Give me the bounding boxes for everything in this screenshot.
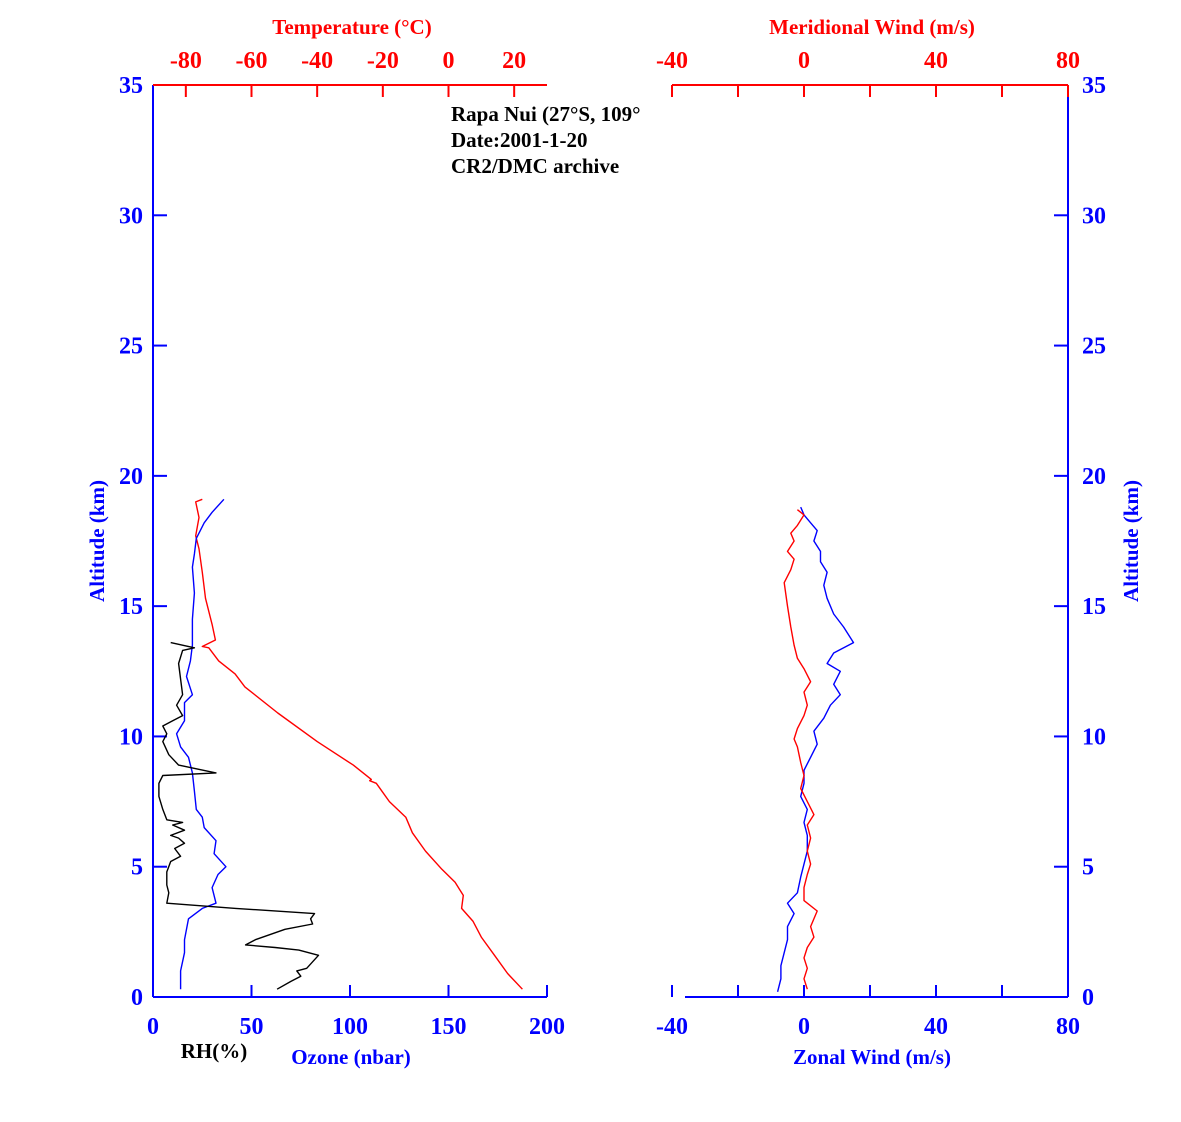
- left-bottom-tick-label: 100: [332, 1014, 368, 1040]
- left-altitude-tick-label: 35: [119, 73, 143, 99]
- left-top-tick-label: -60: [236, 48, 268, 74]
- right-altitude-tick-label: 20: [1082, 464, 1106, 490]
- rh-axis-label: RH(%): [181, 1039, 248, 1063]
- left-bottom-tick-label: 150: [431, 1014, 467, 1040]
- right-top-tick-label: 40: [924, 48, 948, 74]
- right-top-tick-label: 80: [1056, 48, 1080, 74]
- left-altitude-tick-label: 25: [119, 334, 143, 360]
- zonal-wind-axis-label: Zonal Wind (m/s): [793, 1045, 951, 1069]
- right-altitude-tick-label: 15: [1082, 594, 1106, 620]
- right-bottom-tick-label: -40: [656, 1014, 688, 1040]
- right-bottom-tick-label: 0: [798, 1014, 810, 1040]
- left-top-tick-label: -40: [301, 48, 333, 74]
- ozone-axis-label: Ozone (nbar): [291, 1045, 411, 1069]
- left-bottom-tick-label: 0: [147, 1014, 159, 1040]
- right-top-tick-label: -40: [656, 48, 688, 74]
- temperature-profile-line: [194, 498, 523, 990]
- left-altitude-tick-label: 15: [119, 594, 143, 620]
- right-bottom-tick-label: 40: [924, 1014, 948, 1040]
- left-altitude-tick-label: 5: [131, 855, 143, 881]
- rh-profile-line: [158, 641, 320, 990]
- left-altitude-tick-label: 0: [131, 985, 143, 1011]
- left-top-tick-label: 0: [443, 48, 455, 74]
- right-altitude-tick-label: 30: [1082, 203, 1106, 229]
- right-altitude-tick-label: 35: [1082, 73, 1106, 99]
- info-line-source: CR2/DMC archive: [451, 154, 619, 178]
- info-line-station: Rapa Nui (27°S, 109°: [451, 102, 641, 126]
- right-altitude-tick-label: 5: [1082, 855, 1094, 881]
- left-altitude-tick-label: 10: [119, 724, 143, 750]
- left-top-tick-label: 20: [502, 48, 526, 74]
- temperature-axis-label: Temperature (°C): [272, 15, 431, 39]
- left-altitude-tick-label: 30: [119, 203, 143, 229]
- left-bottom-tick-label: 200: [529, 1014, 565, 1040]
- meridional-wind-profile-line: [783, 509, 818, 990]
- left-top-tick-label: -20: [367, 48, 399, 74]
- ozone-profile-line: [175, 498, 227, 990]
- zonal-wind-profile-line: [776, 506, 855, 992]
- right-bottom-tick-label: 80: [1056, 1014, 1080, 1040]
- meridional-wind-axis-label: Meridional Wind (m/s): [769, 15, 975, 39]
- info-line-date: Date:2001-1-20: [451, 128, 587, 152]
- left-top-tick-label: -80: [170, 48, 202, 74]
- series-layer: [158, 498, 855, 992]
- right-altitude-axis-label: Altitude (km): [1119, 480, 1143, 602]
- left-bottom-tick-label: 50: [240, 1014, 264, 1040]
- right-altitude-tick-label: 10: [1082, 724, 1106, 750]
- right-top-tick-label: 0: [798, 48, 810, 74]
- left-altitude-tick-label: 20: [119, 464, 143, 490]
- right-altitude-tick-label: 25: [1082, 334, 1106, 360]
- right-altitude-tick-label: 0: [1082, 985, 1094, 1011]
- left-altitude-axis-label: Altitude (km): [85, 480, 109, 602]
